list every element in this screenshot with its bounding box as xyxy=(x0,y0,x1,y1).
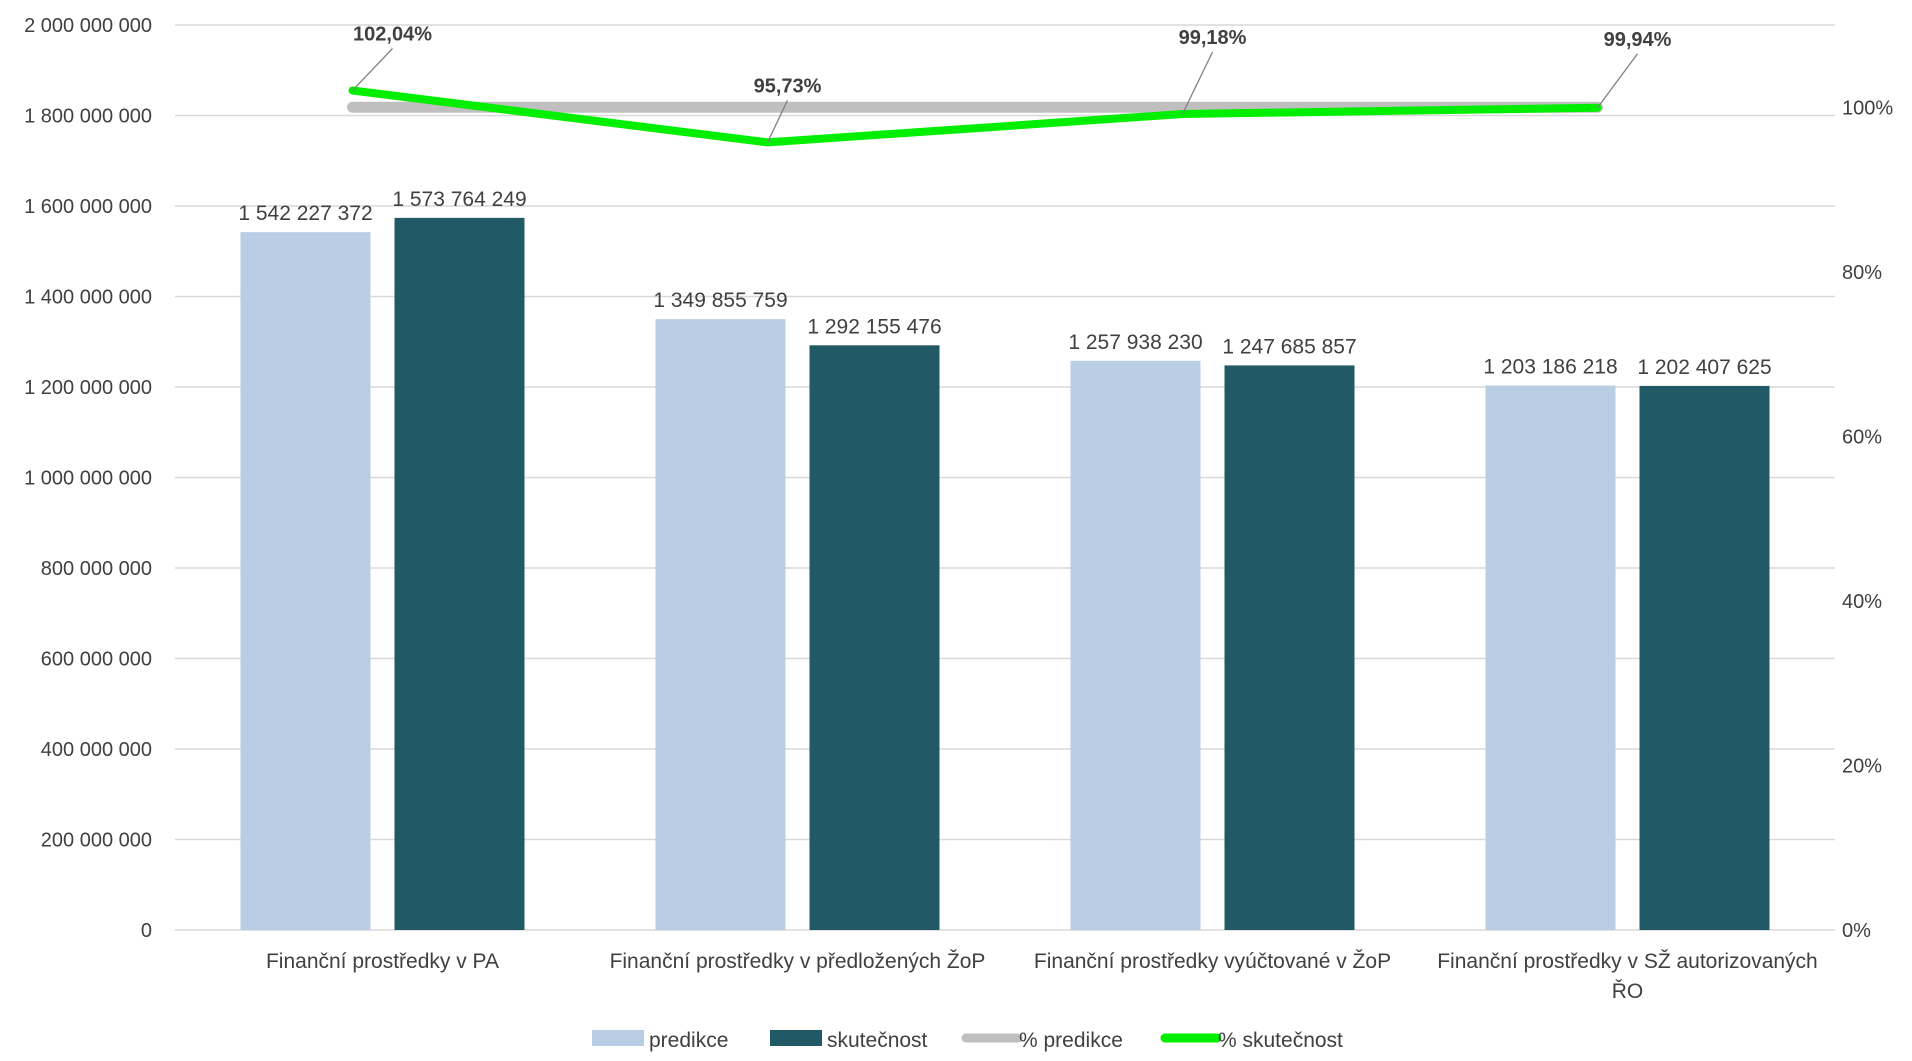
bar-value-label: 1 349 855 759 xyxy=(653,289,787,312)
y-tick-label: 1 200 000 000 xyxy=(24,377,152,399)
bar-value-label: 1 292 155 476 xyxy=(807,315,941,338)
bar-value-label: 1 202 407 625 xyxy=(1637,356,1771,379)
category-label: Finanční prostředky v PA xyxy=(266,950,499,973)
data-callout-leader xyxy=(1181,51,1214,115)
legend-label: % predikce xyxy=(1019,1029,1123,1052)
legend-swatch xyxy=(592,1030,644,1046)
bar-skutecnost xyxy=(809,345,940,930)
y-tick-label: 0 xyxy=(141,920,152,942)
y2-tick-label: 0% xyxy=(1842,920,1871,942)
bar-predikce xyxy=(1070,360,1201,930)
bar-predikce xyxy=(240,232,371,931)
percent-data-label: 95,73% xyxy=(754,75,822,97)
data-callout-leader xyxy=(1596,53,1639,109)
y-tick-label: 400 000 000 xyxy=(41,739,152,761)
bar-skutecnost xyxy=(1224,365,1355,931)
y2-tick-label: 20% xyxy=(1842,755,1882,777)
bar-value-label: 1 257 938 230 xyxy=(1068,331,1202,354)
data-callout-leader xyxy=(766,100,789,143)
category-label: Finanční prostředky v SŽ autorizovaných xyxy=(1437,950,1818,973)
y-tick-label: 200 000 000 xyxy=(41,830,152,852)
bar-value-label: 1 247 685 857 xyxy=(1222,335,1356,358)
bar-skutecnost xyxy=(394,217,525,930)
bar-predikce xyxy=(1485,385,1616,930)
legend-label: predikce xyxy=(649,1029,728,1052)
y-tick-label: 600 000 000 xyxy=(41,649,152,671)
bar-value-label: 1 203 186 218 xyxy=(1483,356,1617,379)
y2-tick-label: 100% xyxy=(1842,97,1893,119)
category-label: ŘO xyxy=(1612,980,1644,1003)
y-tick-label: 1 600 000 000 xyxy=(24,196,152,218)
bar-value-label: 1 573 764 249 xyxy=(392,188,526,211)
legend-label: % skutečnost xyxy=(1218,1029,1343,1052)
legend-label: skutečnost xyxy=(827,1029,928,1052)
y2-tick-label: 40% xyxy=(1842,591,1882,613)
y-tick-label: 1 000 000 000 xyxy=(24,468,152,490)
y-tick-label: 2 000 000 000 xyxy=(24,15,152,37)
y2-tick-label: 60% xyxy=(1842,426,1882,448)
y-tick-label: 800 000 000 xyxy=(41,558,152,580)
line-percent-skutecnost xyxy=(348,86,1602,147)
percent-data-label: 99,18% xyxy=(1179,27,1247,49)
y-tick-label: 1 400 000 000 xyxy=(24,287,152,309)
bar-skutecnost xyxy=(1639,385,1770,931)
category-label: Finanční prostředky v předložených ŽoP xyxy=(610,950,986,973)
bar-value-label: 1 542 227 372 xyxy=(238,202,372,225)
y2-tick-label: 80% xyxy=(1842,262,1882,284)
data-callout-leader xyxy=(352,48,393,91)
bar-predikce xyxy=(655,319,786,930)
legend-swatch xyxy=(770,1030,822,1046)
percent-data-label: 99,94% xyxy=(1604,29,1672,51)
percent-data-label: 102,04% xyxy=(353,23,432,45)
y-tick-label: 1 800 000 000 xyxy=(24,106,152,128)
category-label: Finanční prostředky vyúčtované v ŽoP xyxy=(1034,950,1391,973)
